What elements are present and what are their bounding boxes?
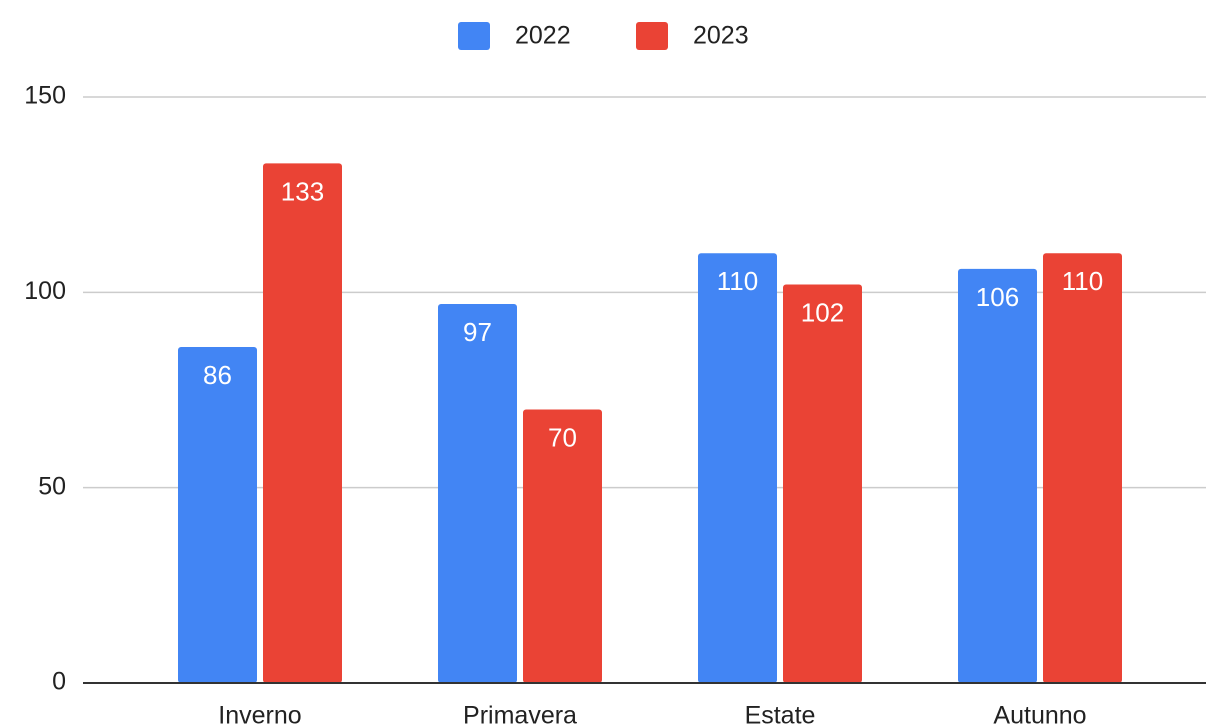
legend-swatch <box>636 22 668 50</box>
bar <box>698 253 777 683</box>
y-tick-label: 150 <box>24 82 66 110</box>
legend-swatch <box>458 22 490 50</box>
bar <box>438 304 517 683</box>
bar <box>523 409 602 683</box>
value-label: 110 <box>1062 266 1103 296</box>
x-tick-label: Autunno <box>993 702 1086 727</box>
value-label: 110 <box>717 266 758 296</box>
bar <box>1043 253 1122 683</box>
y-tick-label: 100 <box>24 277 66 305</box>
bar <box>178 347 257 683</box>
legend-label: 2022 <box>515 22 571 50</box>
y-tick-label: 50 <box>38 472 66 500</box>
legend-label: 2023 <box>693 22 749 50</box>
bar <box>958 268 1037 683</box>
y-tick-label: 0 <box>52 668 66 696</box>
x-tick-label: Primavera <box>463 702 577 727</box>
bar <box>263 163 342 683</box>
value-label: 133 <box>281 176 324 206</box>
value-label: 86 <box>203 360 232 390</box>
value-label: 106 <box>976 282 1019 312</box>
x-tick-label: Inverno <box>218 702 301 727</box>
value-label: 102 <box>801 297 844 327</box>
value-label: 97 <box>463 317 492 347</box>
x-tick-label: Estate <box>745 702 816 727</box>
value-label: 70 <box>548 422 577 452</box>
bar <box>783 284 862 683</box>
